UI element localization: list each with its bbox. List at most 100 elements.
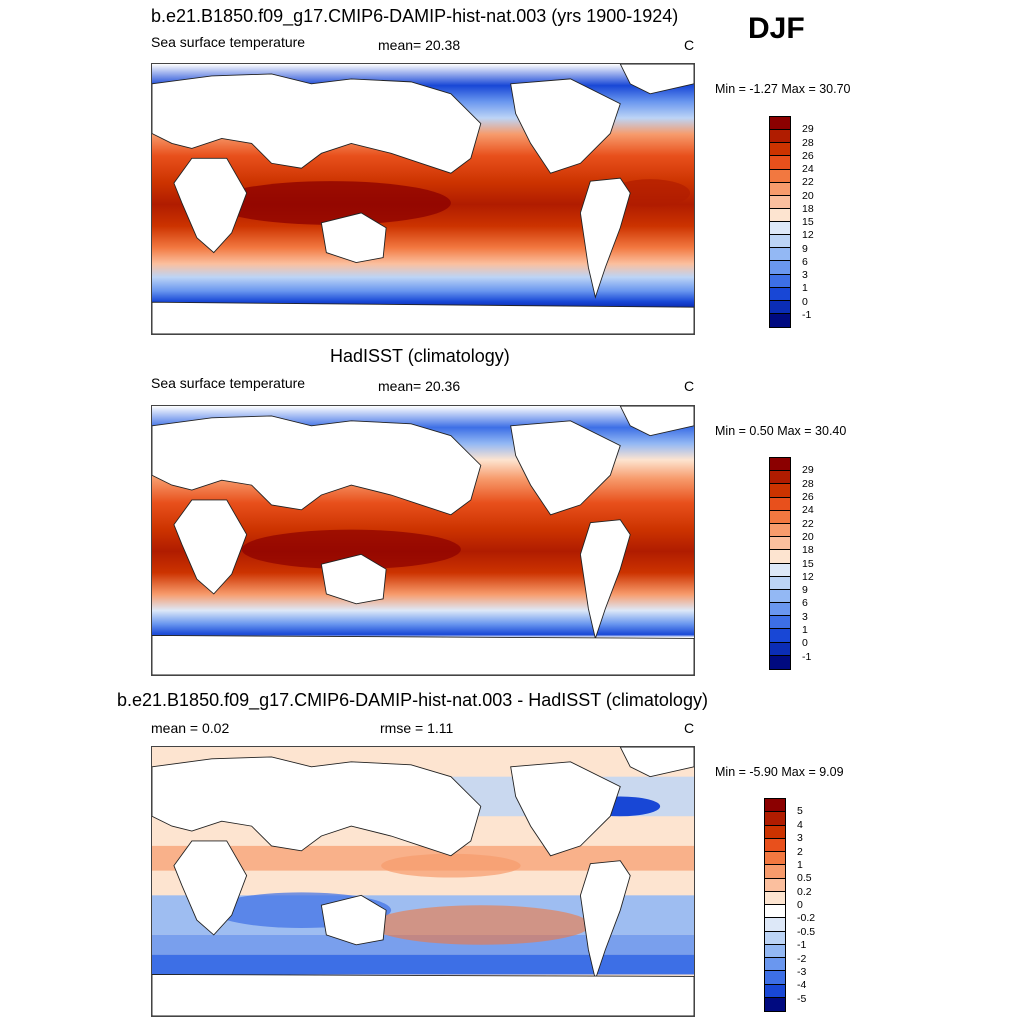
- colorbar-tick-label: -0.2: [797, 912, 816, 925]
- colorbar-tick-label: 6: [802, 255, 808, 268]
- colorbar-segment: [770, 458, 790, 472]
- colorbar-tick-label: 28: [802, 477, 814, 490]
- colorbar-tick-label: 0: [802, 637, 808, 650]
- colorbar-segment: [765, 878, 785, 892]
- colorbar-tick-label: -0.5: [797, 925, 816, 938]
- panel-2-map: [151, 405, 695, 676]
- colorbar-tick-label: 15: [802, 216, 814, 228]
- colorbar-segment: [770, 563, 790, 577]
- colorbar-tick-label: 26: [802, 149, 814, 162]
- colorbar-segment: [765, 918, 785, 932]
- panel-2-colorbar-segments: [770, 458, 790, 669]
- panel-3-title: b.e21.B1850.f09_g17.CMIP6-DAMIP-hist-nat…: [117, 690, 708, 710]
- colorbar-tick-label: -4: [797, 979, 807, 992]
- panel-1-mean: mean= 20.38: [378, 37, 461, 53]
- panel-3-colorbar: [764, 798, 786, 1012]
- colorbar-segment: [765, 852, 785, 866]
- colorbar-tick-label: 3: [802, 610, 808, 623]
- colorbar-tick-label: -1: [802, 650, 812, 663]
- colorbar-tick-label: 0.5: [797, 872, 812, 885]
- colorbar-tick-label: -3: [797, 965, 807, 978]
- panel-3-mean: mean = 0.02: [151, 720, 230, 736]
- colorbar-segment: [765, 984, 785, 998]
- colorbar-segment: [770, 484, 790, 498]
- colorbar-segment: [765, 838, 785, 852]
- colorbar-segment: [770, 235, 790, 249]
- panel-1-map: [151, 63, 695, 335]
- colorbar-segment: [765, 958, 785, 972]
- colorbar-tick-label: 0.2: [797, 885, 812, 898]
- colorbar-tick-label: 12: [802, 229, 814, 242]
- colorbar-segment: [765, 799, 785, 813]
- colorbar-tick-label: 29: [802, 464, 814, 477]
- colorbar-segment: [770, 589, 790, 604]
- season-label: DJF: [748, 12, 805, 45]
- colorbar-tick-label: 1: [797, 858, 803, 871]
- colorbar-tick-label: 22: [802, 517, 814, 530]
- panel-3-rmse: rmse = 1.11: [380, 720, 454, 736]
- colorbar-segment: [765, 812, 785, 826]
- colorbar-tick-label: 6: [802, 597, 808, 610]
- colorbar-segment: [770, 182, 790, 196]
- colorbar-segment: [765, 997, 785, 1011]
- colorbar-segment: [770, 603, 790, 617]
- colorbar-tick-label: 1: [802, 624, 808, 637]
- colorbar-segment: [770, 510, 790, 524]
- panel-1-title: b.e21.B1850.f09_g17.CMIP6-DAMIP-hist-nat…: [151, 6, 679, 26]
- colorbar-tick-label: 12: [802, 570, 814, 583]
- colorbar-segment: [770, 130, 790, 144]
- panel-1-variable-label: Sea surface temperature: [151, 34, 306, 50]
- colorbar-segment: [770, 208, 790, 222]
- colorbar-segment: [770, 550, 790, 564]
- colorbar-segment: [770, 287, 790, 301]
- colorbar-segment: [770, 576, 790, 590]
- panel-1-minmax: Min = -1.27 Max = 30.70: [715, 82, 851, 96]
- panel-1-units: C: [684, 37, 695, 53]
- colorbar-segment: [765, 891, 785, 905]
- colorbar-segment: [770, 169, 790, 183]
- colorbar-tick-label: 29: [802, 123, 814, 136]
- colorbar-tick-label: 3: [802, 269, 808, 281]
- colorbar-tick-label: 3: [797, 832, 803, 845]
- panel-2-colorbar: [769, 457, 791, 670]
- colorbar-segment: [765, 865, 785, 879]
- colorbar-segment: [770, 222, 790, 236]
- colorbar-tick-label: -1: [797, 939, 807, 952]
- colorbar-segment: [770, 642, 790, 656]
- colorbar-tick-label: 24: [802, 504, 814, 517]
- colorbar-segment: [770, 655, 790, 669]
- colorbar-segment: [770, 117, 790, 131]
- colorbar-segment: [765, 944, 785, 958]
- colorbar-tick-label: 18: [802, 202, 814, 215]
- colorbar-tick-label: 15: [802, 557, 814, 570]
- panel-2-units: C: [684, 378, 695, 394]
- colorbar-tick-label: 2: [797, 845, 803, 858]
- colorbar-segment: [770, 143, 790, 157]
- colorbar-tick-label: 0: [797, 899, 803, 911]
- colorbar-tick-label: 1: [802, 282, 808, 295]
- panel-3-difference-field: [152, 747, 694, 1016]
- colorbar-segment: [770, 300, 790, 314]
- colorbar-tick-label: 4: [797, 818, 803, 831]
- panel-3-units: C: [684, 720, 695, 736]
- colorbar-tick-label: 26: [802, 490, 814, 503]
- colorbar-segment: [770, 248, 790, 262]
- panel-2-mean: mean= 20.36: [378, 378, 461, 394]
- colorbar-tick-label: 9: [802, 242, 808, 255]
- colorbar-tick-label: 24: [802, 163, 814, 175]
- panel-2-title: HadISST (climatology): [330, 346, 510, 366]
- colorbar-segment: [770, 261, 790, 275]
- panel-1-colorbar: [769, 116, 791, 328]
- colorbar-tick-label: -1: [802, 308, 812, 321]
- panel-2-minmax: Min = 0.50 Max = 30.40: [715, 424, 847, 438]
- panel-3-colorbar-segments: [765, 799, 785, 1011]
- colorbar-tick-label: 18: [802, 544, 814, 557]
- colorbar-segment: [770, 537, 790, 551]
- colorbar-segment: [770, 629, 790, 643]
- colorbar-tick-label: 9: [802, 584, 808, 597]
- panel-1-colorbar-segments: [770, 117, 790, 327]
- colorbar-segment: [770, 313, 790, 327]
- colorbar-segment: [765, 971, 785, 985]
- panel-2-variable-label: Sea surface temperature: [151, 375, 306, 391]
- colorbar-tick-label: 0: [802, 295, 808, 308]
